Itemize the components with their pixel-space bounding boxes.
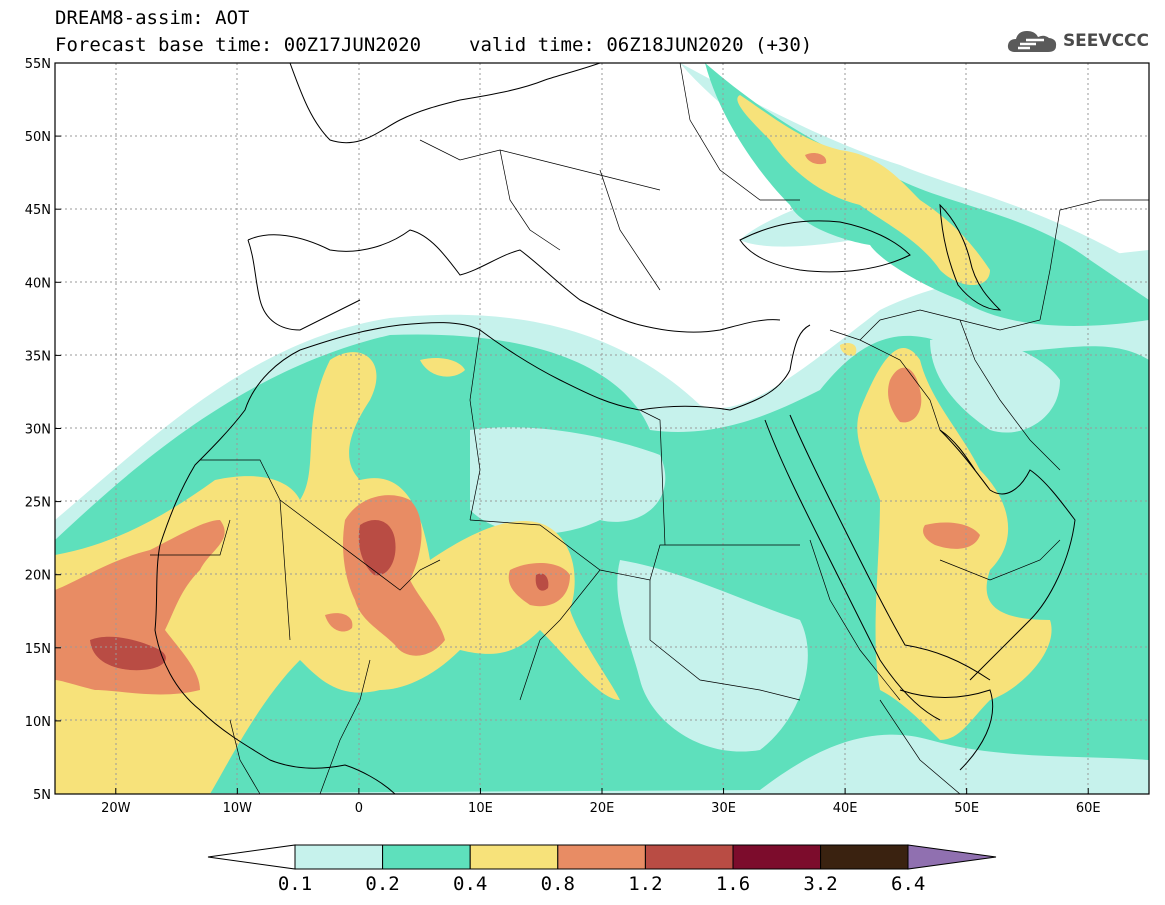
latitude-labels: 55N 50N 45N 40N 35N 30N 25N 20N 15N 10N 5N bbox=[25, 57, 61, 803]
lon-label: 10W bbox=[223, 801, 253, 816]
lon-label: 10E bbox=[468, 801, 493, 816]
lon-label: 20E bbox=[590, 801, 615, 816]
cloud-icon bbox=[1007, 31, 1057, 52]
lat-label: 45N bbox=[25, 203, 51, 218]
lat-label: 55N bbox=[25, 57, 51, 72]
colorbar-swatch bbox=[382, 844, 471, 870]
colorbar-swatch bbox=[820, 844, 909, 870]
colorbar: 0.1 0.2 0.4 0.8 1.2 1.6 3.2 6.4 bbox=[207, 844, 997, 895]
colorbar-swatch bbox=[469, 844, 559, 870]
colorbar-label: 0.4 bbox=[453, 873, 487, 895]
colorbar-label: 6.4 bbox=[891, 873, 925, 895]
colorbar-label: 0.2 bbox=[365, 873, 399, 895]
colorbar-lower-arrow bbox=[207, 844, 296, 870]
lon-label: 0 bbox=[355, 801, 363, 816]
colorbar-swatch bbox=[732, 844, 822, 870]
colorbar-label: 1.2 bbox=[628, 873, 662, 895]
base-time: Forecast base time: 00Z17JUN2020 bbox=[55, 34, 422, 56]
brand-name: SEEVCCC bbox=[1062, 31, 1149, 51]
lat-label: 35N bbox=[25, 349, 51, 364]
colorbar-upper-arrow bbox=[907, 844, 997, 870]
lon-label: 30E bbox=[711, 801, 736, 816]
colorbar-swatch bbox=[294, 844, 384, 870]
lat-label: 30N bbox=[25, 423, 51, 438]
lon-label: 20W bbox=[101, 801, 131, 816]
graticule bbox=[55, 63, 1149, 794]
lat-label: 15N bbox=[25, 642, 51, 657]
lat-label: 10N bbox=[25, 715, 51, 730]
aot-level-1-2 bbox=[90, 520, 549, 671]
coastlines bbox=[154, 63, 1076, 794]
longitude-labels: 20W 10W 0 10E 20E 30E 40E 50E 60E bbox=[101, 788, 1101, 816]
lat-label: 25N bbox=[25, 496, 51, 511]
product-title: DREAM8-assim: AOT bbox=[55, 7, 250, 29]
valid-time: valid time: 06Z18JUN2020 (+30) bbox=[469, 34, 813, 56]
aot-low-patches bbox=[470, 337, 1060, 752]
lon-label: 40E bbox=[833, 801, 858, 816]
lat-label: 50N bbox=[25, 130, 51, 145]
colorbar-label: 3.2 bbox=[803, 873, 837, 895]
forecast-times: Forecast base time: 00Z17JUN2020 valid ti… bbox=[55, 34, 812, 56]
aot-field bbox=[55, 63, 1149, 794]
lat-label: 5N bbox=[33, 788, 51, 803]
lat-label: 40N bbox=[25, 276, 51, 291]
colorbar-label: 0.1 bbox=[278, 873, 312, 895]
colorbar-label: 0.8 bbox=[541, 873, 575, 895]
country-borders bbox=[150, 63, 1149, 794]
lon-label: 50E bbox=[954, 801, 979, 816]
seevccc-logo: SEEVCCC bbox=[1004, 26, 1149, 56]
colorbar-label: 1.6 bbox=[716, 873, 750, 895]
colorbar-swatch bbox=[557, 844, 646, 870]
lat-label: 20N bbox=[25, 569, 51, 584]
colorbar-swatch bbox=[644, 844, 734, 870]
lon-label: 60E bbox=[1076, 801, 1101, 816]
